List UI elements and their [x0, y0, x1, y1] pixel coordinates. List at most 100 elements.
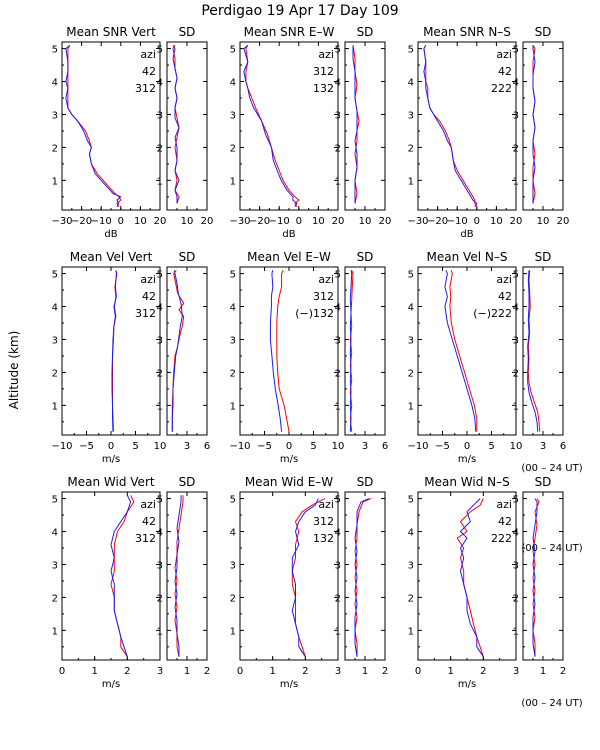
panel-r2-mean-ns-xlabel: m/s: [458, 679, 476, 690]
panel-r0-sd-vert-xtick-label: 20: [201, 216, 214, 227]
panel-r1-mean-ns-ytick-label: 2: [408, 368, 414, 379]
panel-r2-sd-ew-frame: [344, 491, 386, 661]
panel-r0-mean-vert-ytick-label: 4: [52, 78, 58, 89]
panel-r1-sd-ns: SD 1 2 3 4 5 3 6: [513, 250, 567, 452]
panel-r0-mean-vert-line-red: [67, 45, 122, 207]
panel-r2-mean-ns-xtick-label: 2: [480, 666, 486, 677]
panel-r1-mean-vert-xtick-label: −5: [79, 441, 94, 452]
figure-title: Perdigao 19 Apr 17 Day 109: [201, 3, 398, 19]
panel-r1-mean-ns-xlabel: m/s: [458, 454, 476, 465]
panel-r0-mean-ns-ytick-label: 5: [408, 45, 414, 56]
panel-r1-sd-ns-ytick-label: 4: [513, 303, 519, 314]
utc-note-row-3: (00 – 24 UT): [521, 698, 582, 709]
panel-r0-mean-ew-line-blue: [243, 44, 298, 207]
panel-r1-mean-ew-line-blue: [269, 270, 283, 432]
panel-r1-sd-ns-title: SD: [535, 250, 552, 264]
panel-r2-sd-ew-xtick-label: 2: [382, 666, 388, 677]
panel-r0-mean-ns-ytick-label: 4: [408, 78, 414, 89]
panel-r0-mean-ns-line-blue: [423, 45, 478, 207]
panel-r0-sd-ns-ytick-label: 3: [513, 110, 519, 121]
panel-r0-mean-ns-xlabel: dB: [460, 229, 473, 240]
panel-r0-mean-ew-xlabel: dB: [282, 229, 295, 240]
panel-r2-mean-ew-xtick-label: 0: [237, 666, 243, 677]
panel-r0-mean-ns-xtick-label: −30: [407, 216, 428, 227]
panel-r1-sd-ns-ytick-label: 1: [513, 401, 519, 412]
panel-r0-sd-vert-frame: [166, 41, 208, 211]
panel-r2-mean-ew-title: Mean Wid E–W: [245, 475, 333, 489]
panel-r2-mean-vert-ytick-label: 2: [52, 593, 58, 604]
panel-r2-mean-vert-legend-1: 42: [142, 515, 156, 528]
panel-r0-mean-ns-ytick-label: 1: [408, 176, 414, 187]
panel-r0-mean-ew-xtick-label: −30: [229, 216, 250, 227]
panel-r1-sd-ew: SD 1 2 3 4 5 3 6: [335, 250, 389, 452]
panel-r0-mean-vert-xtick-label: −30: [51, 216, 72, 227]
panel-r1-sd-vert-ytick-label: 2: [157, 368, 163, 379]
panel-r0-mean-vert-title: Mean SNR Vert: [66, 25, 156, 39]
panel-r0-mean-vert-ytick-label: 5: [52, 45, 58, 56]
panel-r0-mean-ew-ytick-label: 3: [230, 110, 236, 121]
panel-r1-mean-ew-ytick-label: 4: [230, 303, 236, 314]
utc-note-row-2: (00 – 24 UT): [521, 463, 582, 474]
panel-r0-mean-ew-xtick-label: 10: [312, 216, 325, 227]
panel-r2-sd-vert-ytick-label: 1: [157, 626, 163, 637]
panel-r1-mean-vert-ytick-label: 5: [52, 270, 58, 281]
panel-r1-sd-ew-ytick-label: 3: [335, 335, 341, 346]
panel-r2-mean-ew-ytick-label: 1: [230, 626, 236, 637]
panel-r0-mean-vert-xtick-label: −20: [71, 216, 92, 227]
panel-r1-mean-ew-xtick-label: 10: [332, 441, 345, 452]
panel-r0-mean-ns-ytick-label: 3: [408, 110, 414, 121]
panel-r0-sd-ns-xtick-label: 10: [537, 216, 550, 227]
panel-r0-sd-ew-frame: [344, 41, 386, 211]
panel-r0-sd-vert-ytick-label: 5: [157, 45, 163, 56]
panel-r0-mean-ew-legend-1: 312: [313, 65, 334, 78]
panel-r0-sd-ns-title: SD: [535, 25, 552, 39]
panel-r2-mean-vert-legend-0: azi: [140, 498, 156, 511]
panel-r0-mean-ns-xtick-label: 0: [474, 216, 480, 227]
panel-r0-sd-ns-ytick-label: 4: [513, 78, 519, 89]
panel-r0-sd-ew-ytick-label: 3: [335, 110, 341, 121]
panel-r2-sd-vert-ytick-label: 3: [157, 560, 163, 571]
panel-r2-sd-ns-ytick-label: 4: [513, 528, 519, 539]
panel-r2-mean-ew-legend-1: 312: [313, 515, 334, 528]
panel-r2-sd-ns-ytick-label: 5: [513, 495, 519, 506]
panel-r2-mean-ns-ytick-label: 2: [408, 593, 414, 604]
panel-r0-mean-vert-line-blue: [65, 44, 122, 207]
panel-r0-mean-ns-legend-0: azi: [496, 48, 512, 61]
panel-r0-mean-vert-xtick-label: 10: [134, 216, 147, 227]
panel-r1-mean-ns-line-blue: [444, 270, 477, 432]
panel-r0-mean-vert-ytick-label: 2: [52, 143, 58, 154]
panel-r1-mean-ns-line-red: [449, 270, 478, 432]
panel-r0-sd-ew-line-blue: [352, 45, 358, 204]
panel-r2-sd-ew-ytick-label: 5: [335, 495, 341, 506]
panel-r1-mean-ns-legend-0: azi: [496, 273, 512, 286]
panel-r0-mean-vert-xlabel: dB: [104, 229, 117, 240]
panel-r2-sd-ns-line-blue: [532, 498, 538, 657]
panel-r2-sd-vert-ytick-label: 5: [157, 495, 163, 506]
panel-r0-sd-vert-line-blue: [172, 45, 180, 204]
panel-r0-sd-ns-frame: [522, 41, 564, 211]
panel-r1-mean-ns-xtick-label: 0: [464, 441, 470, 452]
panel-r1-mean-vert-ytick-label: 2: [52, 368, 58, 379]
panel-r2-mean-ns-line-blue: [460, 498, 484, 657]
panel-r2-sd-ew-xtick-label: 1: [362, 666, 368, 677]
panel-r2-mean-ns-ytick-label: 5: [408, 495, 414, 506]
panel-r2-sd-vert-xtick-label: 2: [204, 666, 210, 677]
panel-r1-sd-ns-ytick-label: 3: [513, 335, 519, 346]
panel-r0-mean-ew-legend-0: azi: [318, 48, 334, 61]
panel-r2-mean-ew-legend-2: 132: [313, 532, 334, 545]
panel-r1-mean-ns-xtick-label: 5: [488, 441, 494, 452]
panel-r2-mean-vert-ytick-label: 4: [52, 528, 58, 539]
panel-r2-mean-vert-ytick-label: 5: [52, 495, 58, 506]
panel-r1-mean-vert-legend-1: 42: [142, 290, 156, 303]
panel-r0-sd-vert-ytick-label: 2: [157, 143, 163, 154]
panel-r0-mean-ew-xtick-label: 20: [332, 216, 345, 227]
panel-r1-mean-vert-xtick-label: −10: [51, 441, 72, 452]
panel-r2-sd-ns-ytick-label: 3: [513, 560, 519, 571]
panel-r2-sd-ns-ytick-label: 2: [513, 593, 519, 604]
panel-r2-mean-ew-xtick-label: 2: [302, 666, 308, 677]
panel-r0-sd-ns-ytick-label: 5: [513, 45, 519, 56]
panel-r1-sd-ew-title: SD: [357, 250, 374, 264]
panel-r1-sd-vert-title: SD: [179, 250, 196, 264]
